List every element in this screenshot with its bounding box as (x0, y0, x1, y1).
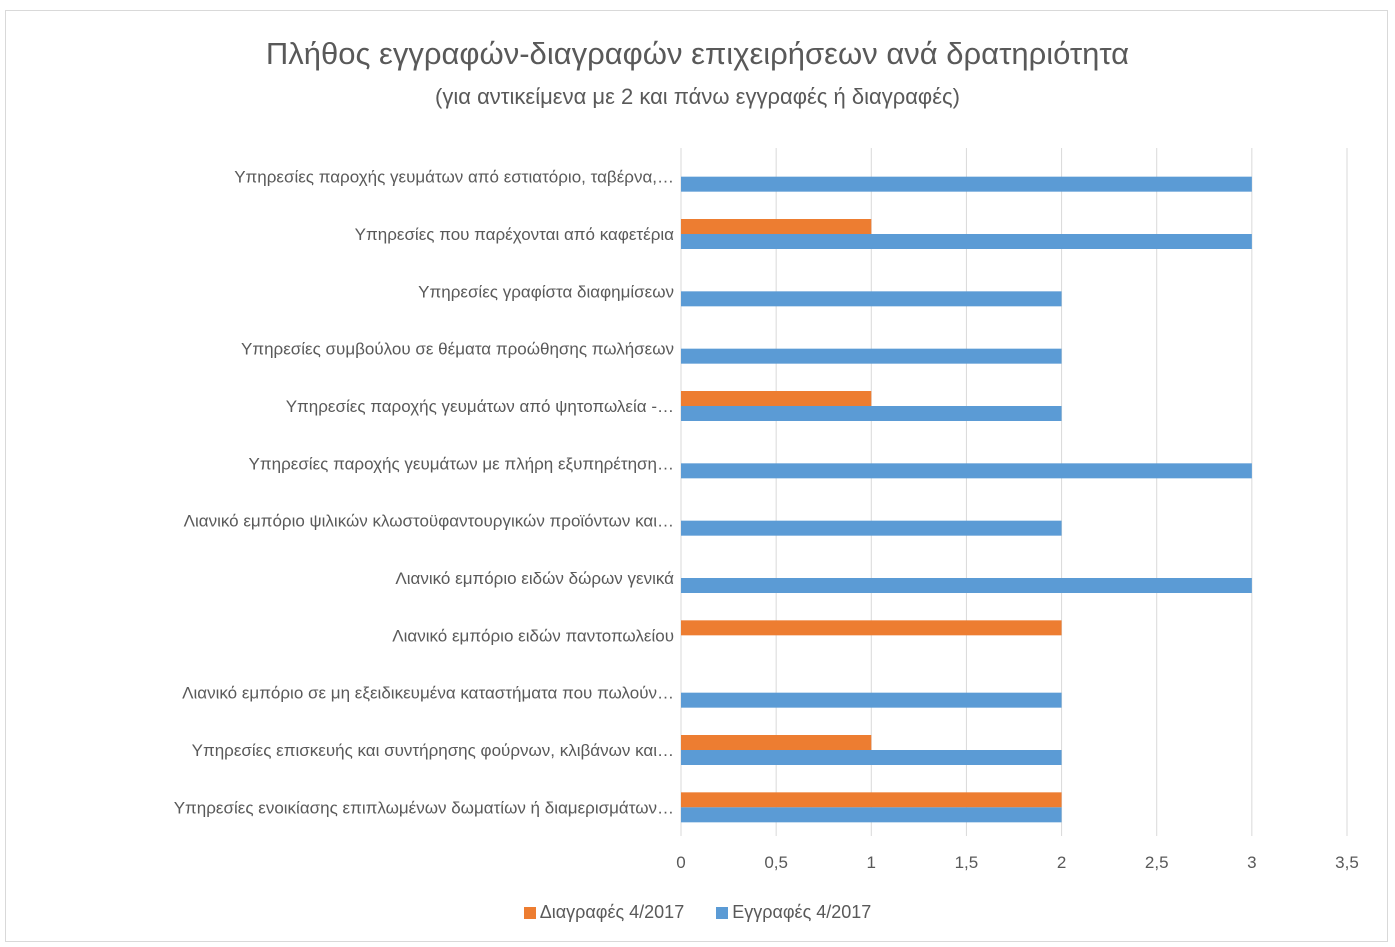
x-tick-label: 3 (1247, 853, 1256, 872)
x-tick-label: 2 (1057, 853, 1066, 872)
category-label: Υπηρεσίες που παρέχονται από καφετέρια (355, 225, 674, 244)
chart-subtitle: (για αντικείμενα με 2 και πάνω εγγραφές … (435, 84, 960, 109)
category-label: Υπηρεσίες παροχής γευμάτων από εστιατόρι… (234, 168, 674, 187)
legend-swatch (716, 906, 729, 919)
bar-eggrafes (681, 578, 1252, 593)
bar-diagrafes (681, 735, 872, 750)
x-tick-label: 1,5 (955, 853, 979, 872)
category-label: Υπηρεσίες ενοικίασης επιπλωμένων δωματίω… (174, 798, 674, 817)
x-tick-label: 0,5 (764, 853, 788, 872)
bar-eggrafes (681, 807, 1062, 823)
bar-diagrafes (681, 620, 1062, 636)
category-label: Λιανικό εμπόριο ειδών δώρων γενικά (395, 569, 674, 588)
x-tick-label: 3,5 (1335, 853, 1359, 872)
bar-diagrafes (681, 792, 1062, 808)
category-label: Υπηρεσίες συμβούλου σε θέματα προώθησης … (241, 340, 674, 359)
bar-eggrafes (681, 520, 1062, 536)
legend-swatch (523, 906, 536, 919)
bar-eggrafes (681, 234, 1252, 249)
bar-eggrafes (681, 750, 1062, 765)
legend-item: Εγγραφές 4/2017 (716, 902, 871, 923)
category-label: Υπηρεσίες παροχής γευμάτων από ψητοπωλεί… (286, 397, 674, 416)
bar-eggrafes (681, 463, 1252, 479)
legend-item: Διαγραφές 4/2017 (523, 902, 685, 923)
category-label: Λιανικό εμπόριο σε μη εξειδικευμένα κατα… (182, 684, 674, 703)
category-label: Υπηρεσίες γραφίστα διαφημίσεων (418, 282, 674, 301)
category-label: Υπηρεσίες παροχής γευμάτων με πλήρη εξυπ… (249, 454, 674, 473)
bar-diagrafes (681, 219, 872, 234)
x-tick-label: 0 (676, 853, 685, 872)
chart-title: Πλήθος εγγραφών-διαγραφών επιχειρήσεων α… (265, 36, 1130, 71)
legend-label: Διαγραφές 4/2017 (539, 902, 685, 922)
category-label: Λιανικό εμπόριο ψιλικών κλωστοϋφαντουργι… (184, 512, 674, 531)
category-label: Λιανικό εμπόριο ειδών παντοπωλείου (392, 626, 674, 645)
bar-eggrafes (681, 176, 1252, 192)
x-tick-label: 2,5 (1145, 853, 1169, 872)
bar-eggrafes (681, 291, 1062, 307)
x-tick-label: 1 (867, 853, 876, 872)
legend-label: Εγγραφές 4/2017 (732, 902, 872, 922)
bar-eggrafes (681, 348, 1062, 364)
category-label: Υπηρεσίες επισκευής και συντήρησης φούρν… (192, 741, 674, 760)
bar-eggrafes (681, 406, 1062, 421)
bar-eggrafes (681, 692, 1062, 708)
chart-legend: Διαγραφές 4/2017 Εγγραφές 4/2017 (0, 902, 1395, 923)
bar-diagrafes (681, 391, 872, 406)
